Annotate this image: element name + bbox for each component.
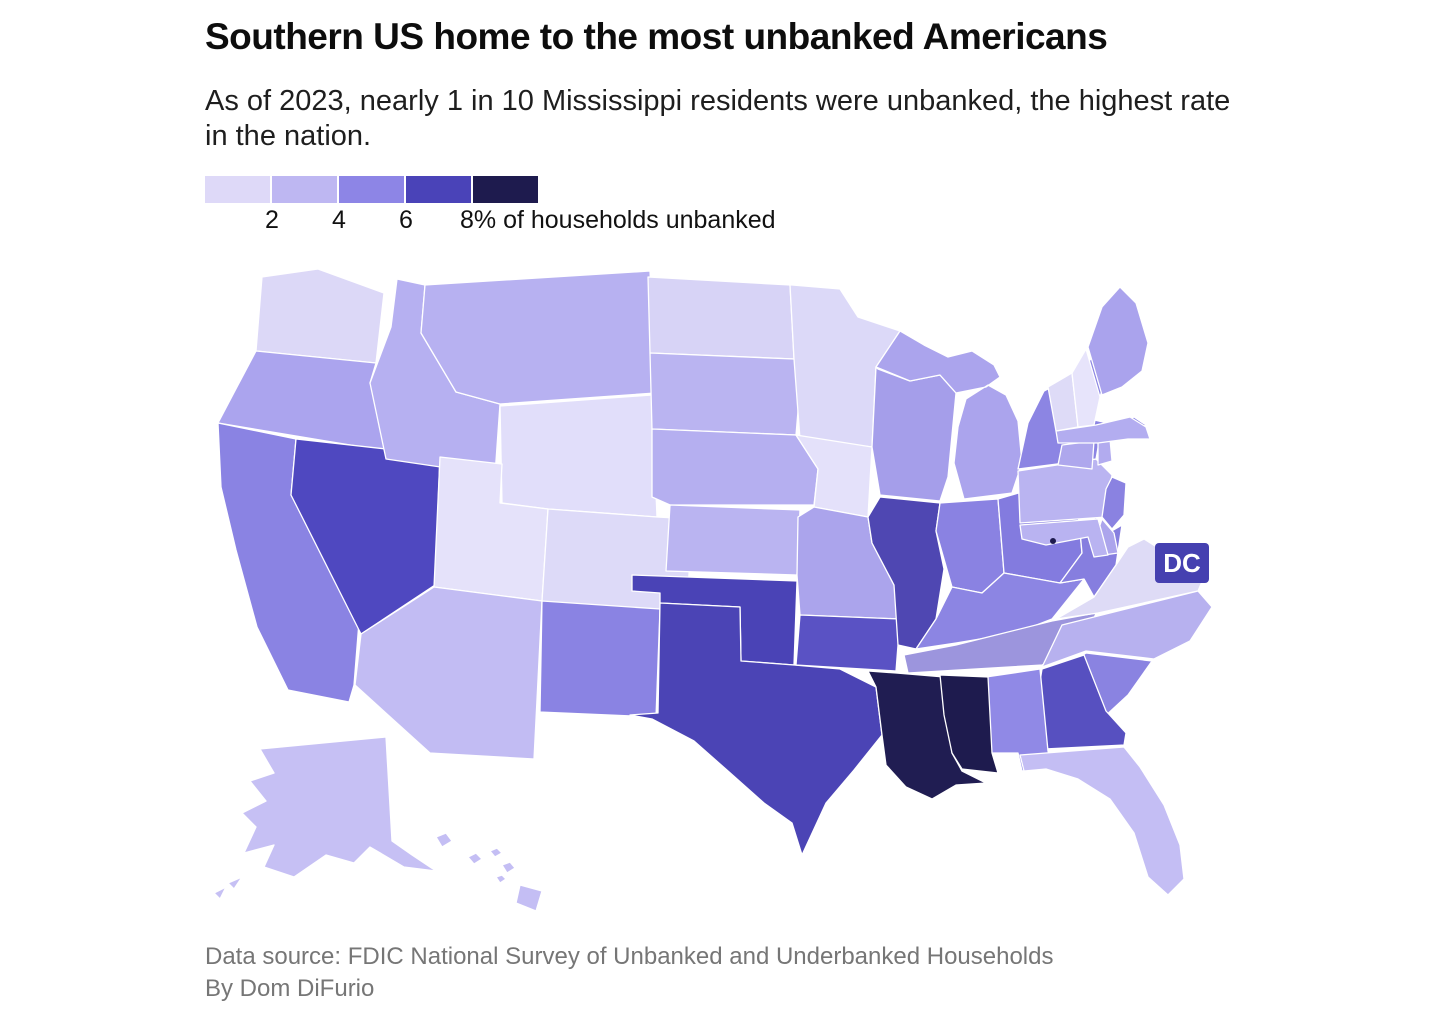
source-line: Data source: FDIC National Survey of Unb…	[205, 943, 1054, 970]
legend-swatch-1	[205, 176, 270, 203]
state-sd	[649, 352, 801, 436]
state-md	[1019, 518, 1109, 558]
legend-swatch-4	[406, 176, 471, 203]
state-wa	[255, 268, 385, 364]
dc-badge-label: DC	[1163, 547, 1201, 578]
state-pa	[1017, 458, 1113, 524]
state-tx	[629, 602, 883, 856]
state-me	[1087, 286, 1149, 396]
byline: By Dom DiFurio	[205, 974, 375, 1002]
state-fl	[1019, 746, 1185, 896]
legend-swatch-2	[272, 176, 337, 203]
state-in	[935, 498, 1005, 594]
state-ma	[1055, 416, 1151, 444]
legend-swatch-row	[205, 176, 540, 203]
us-map-svg	[213, 268, 1213, 912]
state-hi	[435, 832, 543, 912]
state-ar	[795, 614, 901, 672]
state-nh	[1071, 348, 1101, 428]
state-mt	[420, 270, 656, 405]
legend-swatch-5	[473, 176, 538, 203]
chart-subtitle: As of 2023, nearly 1 in 10 Mississippi r…	[205, 85, 1231, 152]
state-nc	[1041, 590, 1213, 668]
legend-tick-4: 4	[332, 206, 346, 234]
state-mi	[875, 330, 1023, 500]
chart-footer: Data source: FDIC National Survey of Unb…	[205, 941, 1053, 1004]
state-ne	[651, 428, 819, 506]
state-ms	[939, 674, 999, 774]
state-ks	[665, 504, 801, 576]
dc-badge: DC	[1155, 543, 1209, 583]
state-nd	[647, 276, 795, 360]
state-ct	[1057, 440, 1095, 470]
legend-tick-6: 6	[399, 206, 413, 234]
state-wy	[499, 394, 658, 518]
legend-tick-2: 2	[265, 206, 279, 234]
state-co	[541, 508, 693, 630]
legend: 2 4 6 8% of households unbanked	[205, 176, 905, 246]
legend-tick-8pct-label: 8% of households unbanked	[460, 206, 776, 234]
state-nj	[1101, 476, 1127, 530]
state-wi	[871, 366, 957, 502]
legend-swatch-3	[339, 176, 404, 203]
state-ak	[213, 736, 437, 900]
us-choropleth-map	[200, 250, 1240, 940]
chart-title: Southern US home to the most unbanked Am…	[205, 16, 1108, 57]
state-nm	[539, 600, 661, 718]
dc-marker-dot	[1050, 538, 1056, 544]
